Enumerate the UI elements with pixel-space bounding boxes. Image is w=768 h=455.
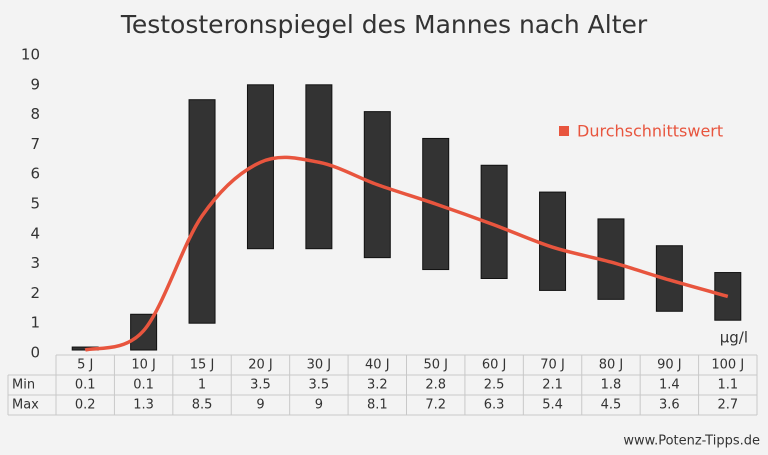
x-tick-label: 10 J xyxy=(131,358,156,373)
table-cell: 3.6 xyxy=(659,398,680,413)
row-label: Max xyxy=(12,398,39,413)
y-tick-label: 0 xyxy=(30,344,40,362)
table-cell: 5.4 xyxy=(542,398,563,413)
y-tick-label: 6 xyxy=(30,165,40,183)
chart-title: Testosteronspiegel des Mannes nach Alter xyxy=(120,10,648,39)
table-cell: 8.1 xyxy=(367,398,388,413)
table-cell: 9 xyxy=(256,398,264,413)
y-tick-label: 9 xyxy=(30,75,40,93)
unit-label: µg/l xyxy=(720,329,748,347)
table-cell: 1.1 xyxy=(717,378,738,393)
table-cell: 2.8 xyxy=(425,378,446,393)
row-label: Min xyxy=(12,378,35,393)
table-cell: 2.5 xyxy=(484,378,505,393)
x-tick-label: 70 J xyxy=(540,358,565,373)
table-cell: 8.5 xyxy=(192,398,213,413)
x-tick-label: 40 J xyxy=(365,358,390,373)
table-cell: 7.2 xyxy=(425,398,446,413)
y-tick-label: 4 xyxy=(30,224,40,242)
legend-label: Durchschnittswert xyxy=(577,122,723,141)
y-tick-label: 8 xyxy=(30,105,40,123)
y-tick-label: 10 xyxy=(21,46,40,64)
x-tick-label: 100 J xyxy=(711,358,744,373)
table-cell: 1 xyxy=(198,378,206,393)
table-cell: 3.5 xyxy=(250,378,271,393)
table-cell: 3.5 xyxy=(309,378,330,393)
table-cell: 9 xyxy=(315,398,323,413)
x-tick-label: 50 J xyxy=(423,358,448,373)
y-tick-label: 5 xyxy=(30,195,40,213)
y-tick-label: 7 xyxy=(30,135,40,153)
table-cell: 2.7 xyxy=(717,398,738,413)
table-cell: 6.3 xyxy=(484,398,505,413)
range-bar xyxy=(305,84,333,250)
table-cell: 0.2 xyxy=(75,398,96,413)
table-cell: 2.1 xyxy=(542,378,563,393)
y-tick-label: 2 xyxy=(30,284,40,302)
x-tick-label: 15 J xyxy=(190,358,215,373)
x-tick-label: 30 J xyxy=(307,358,332,373)
table-cell: 1.3 xyxy=(133,398,154,413)
x-tick-label: 5 J xyxy=(77,358,93,373)
average-line xyxy=(84,155,729,352)
table-cell: 1.4 xyxy=(659,378,680,393)
legend-swatch xyxy=(559,126,569,136)
table-cell: 1.8 xyxy=(601,378,622,393)
table-cell: 4.5 xyxy=(601,398,622,413)
y-tick-label: 3 xyxy=(30,254,40,272)
x-tick-label: 90 J xyxy=(657,358,682,373)
table-cell: 0.1 xyxy=(75,378,96,393)
table-cell: 3.2 xyxy=(367,378,388,393)
source: www.Potenz-Tipps.de xyxy=(623,434,760,449)
x-tick-label: 20 J xyxy=(248,358,273,373)
y-tick-label: 1 xyxy=(30,314,40,332)
table-cell: 0.1 xyxy=(133,378,154,393)
x-tick-label: 80 J xyxy=(599,358,624,373)
range-bar xyxy=(539,191,567,291)
range-bar xyxy=(188,99,216,324)
x-tick-label: 60 J xyxy=(482,358,507,373)
